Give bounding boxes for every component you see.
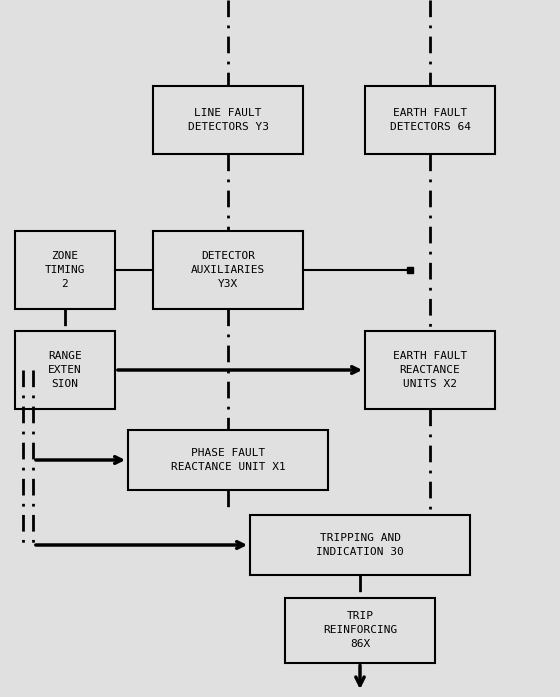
Bar	[128, 430, 328, 490]
Bar	[153, 86, 303, 154]
Text: PHASE FAULT
REACTANCE UNIT X1: PHASE FAULT REACTANCE UNIT X1	[171, 448, 286, 472]
Text: TRIP
REINFORCING
86X: TRIP REINFORCING 86X	[323, 611, 397, 649]
Text: DETECTOR
AUXILIARIES
Y3X: DETECTOR AUXILIARIES Y3X	[191, 251, 265, 289]
Text: RANGE
EXTEN
SION: RANGE EXTEN SION	[48, 351, 82, 389]
Bar	[15, 231, 115, 309]
Text: EARTH FAULT
DETECTORS 64: EARTH FAULT DETECTORS 64	[390, 108, 470, 132]
Text: ZONE
TIMING
2: ZONE TIMING 2	[45, 251, 85, 289]
Bar	[365, 86, 495, 154]
Bar	[250, 515, 470, 575]
Text: LINE FAULT
DETECTORS Y3: LINE FAULT DETECTORS Y3	[188, 108, 268, 132]
Text: EARTH FAULT
REACTANCE
UNITS X2: EARTH FAULT REACTANCE UNITS X2	[393, 351, 467, 389]
Bar	[365, 331, 495, 409]
Bar	[153, 231, 303, 309]
Bar	[285, 597, 435, 663]
Bar	[15, 331, 115, 409]
Text: TRIPPING AND
INDICATION 30: TRIPPING AND INDICATION 30	[316, 533, 404, 557]
